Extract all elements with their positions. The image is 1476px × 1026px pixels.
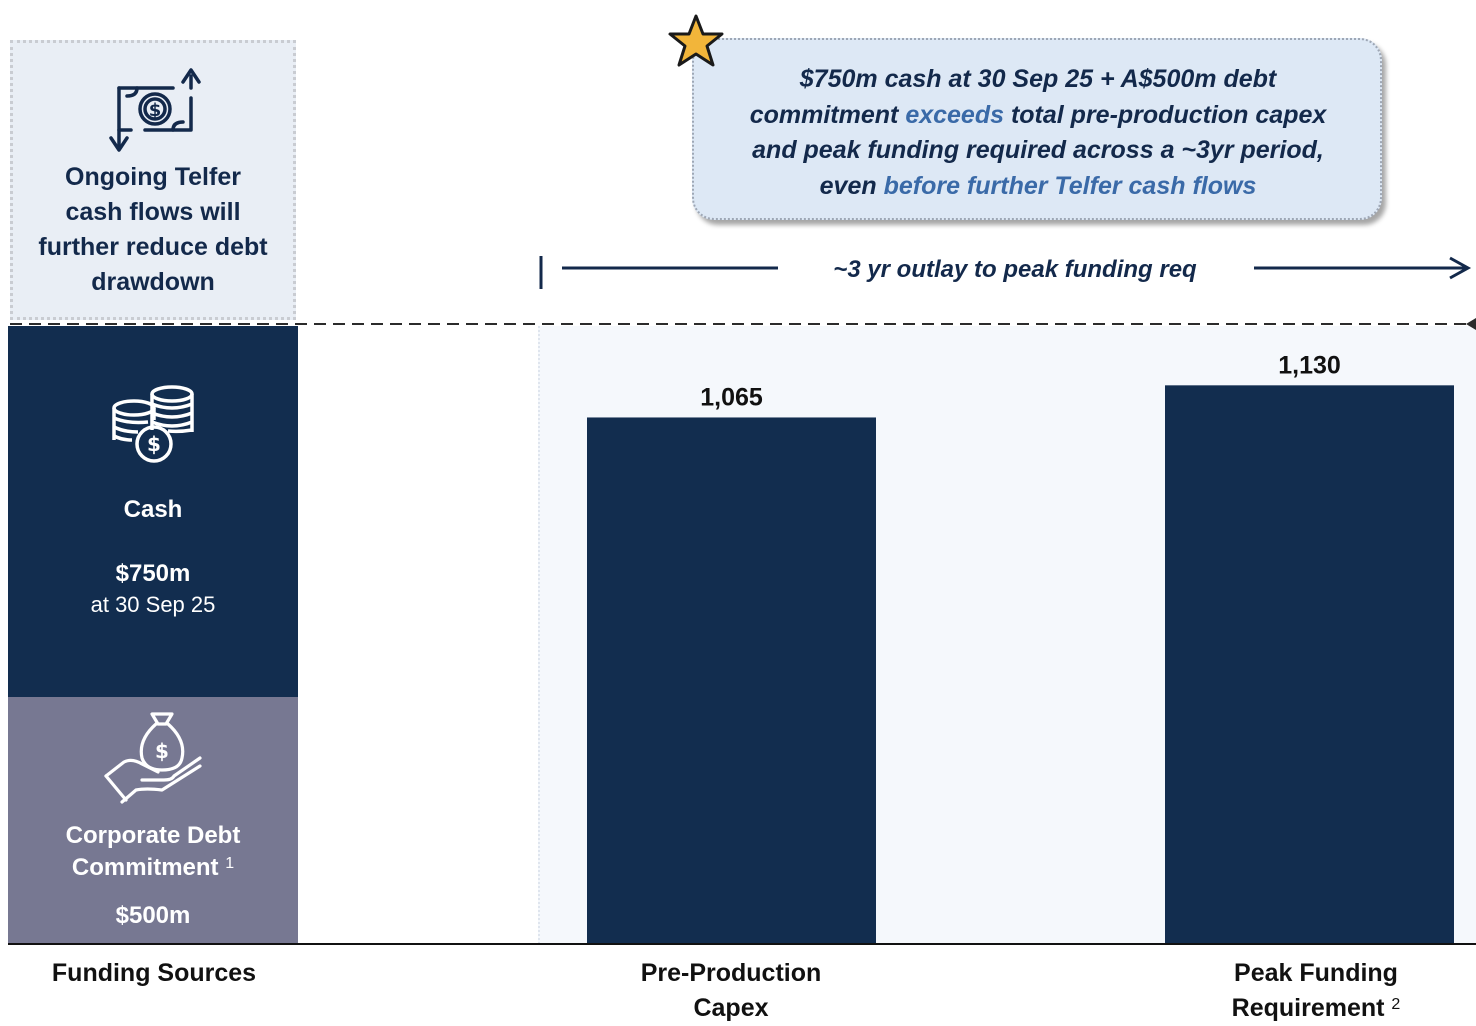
cash-label: Cash <box>123 496 183 523</box>
callout-highlight: exceeds <box>905 100 1005 129</box>
data-label: 1,065 <box>700 383 763 411</box>
category-label-line: Peak Funding <box>1234 959 1398 987</box>
debt-label-text: Commitment <box>71 854 219 881</box>
cash-date-note: at 30 Sep 25 <box>90 592 216 617</box>
dashed-line-arrowhead <box>1466 318 1476 330</box>
category-label-funding-sources: Funding Sources <box>51 959 257 987</box>
category-label-text: Requirement <box>1231 994 1385 1022</box>
telfer-note-line: Ongoing Telfer <box>65 163 241 191</box>
star-icon <box>668 14 724 67</box>
callout-fragment: even <box>819 171 884 200</box>
category-label-peak-funding: Peak Funding Requirement 2 <box>1160 956 1472 1026</box>
data-label: 1,130 <box>1278 351 1341 379</box>
category-label-line: Pre-Production <box>640 959 822 987</box>
cash-amount: $750m <box>115 560 191 587</box>
callout-fragment: commitment <box>749 100 906 129</box>
telfer-note-line: drawdown <box>91 268 215 296</box>
telfer-note-text: Ongoing Telfer cash flows will further r… <box>10 160 296 300</box>
callout-box <box>692 38 1382 220</box>
funding-source-debt <box>8 697 298 944</box>
bar-pre-production-capex <box>587 417 876 944</box>
money-transfer-icon: $ <box>109 68 201 152</box>
svg-text:$: $ <box>147 432 161 456</box>
hand-money-bag-icon: $ <box>104 712 202 804</box>
callout-fragment: total pre-production capex <box>1004 100 1327 129</box>
debt-label-line2: Commitment 1 <box>8 852 298 884</box>
debt-amount: $500m <box>115 902 191 929</box>
callout-line: commitment exceeds total pre-production … <box>700 98 1376 134</box>
callout-highlight: before further Telfer cash flows <box>883 171 1257 200</box>
callout-line: $750m cash at 30 Sep 25 + A$500m debt <box>799 65 1277 93</box>
footnote-1: 1 <box>225 855 235 872</box>
category-label-line: Requirement 2 <box>1160 991 1472 1026</box>
svg-text:$: $ <box>149 100 162 121</box>
callout-line: even before further Telfer cash flows <box>700 169 1376 205</box>
footnote-2: 2 <box>1391 996 1401 1013</box>
bar-peak-funding-requirement <box>1165 385 1454 944</box>
callout-text: $750m cash at 30 Sep 25 + A$500m debt co… <box>700 62 1376 204</box>
coins-dollar-icon: $ <box>112 385 194 463</box>
category-label-line: Capex <box>693 994 769 1022</box>
telfer-note-line: further reduce debt <box>38 233 268 261</box>
debt-label: Corporate Debt Commitment 1 <box>8 820 298 884</box>
outlay-label: ~3 yr outlay to peak funding req <box>833 256 1197 283</box>
callout-line: and peak funding required across a ~3yr … <box>752 136 1324 164</box>
funding-source-cash <box>8 326 298 697</box>
telfer-note-line: cash flows will <box>65 198 241 226</box>
svg-text:$: $ <box>155 739 169 763</box>
outlay-arrowhead <box>1449 256 1472 280</box>
debt-label-line1: Corporate Debt <box>65 822 241 849</box>
category-label-pre-production-capex: Pre-Production Capex <box>580 956 882 1026</box>
